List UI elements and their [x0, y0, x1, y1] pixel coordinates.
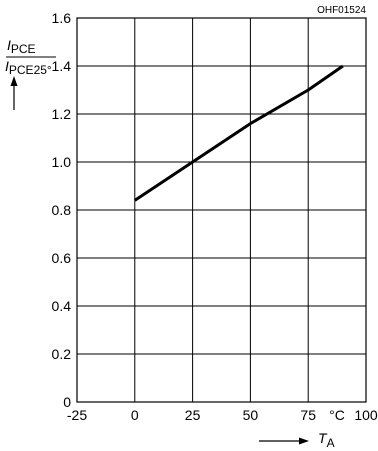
y-axis-label: IPCE IPCE25°	[5, 37, 56, 110]
y-axis-arrow-head	[10, 76, 18, 86]
y-tick-labels: 0 0.2 0.4 0.6 0.8 1.0 1.2 1.4 1.6	[52, 10, 72, 410]
x-label-subscript: A	[327, 436, 335, 450]
series-line	[133, 64, 344, 202]
y-tick-label: 1.2	[52, 106, 72, 122]
x-axis-unit: °C	[329, 407, 345, 423]
x-tick-labels: -25 0 25 50 75 100	[67, 407, 378, 423]
y-tick-label: 1.4	[52, 58, 72, 74]
y-label-den-symbol: I	[5, 58, 9, 74]
y-tick-label: 0.8	[52, 202, 72, 218]
y-tick-label: 1.6	[52, 10, 72, 26]
x-tick-label: 25	[185, 407, 201, 423]
x-label-symbol: T	[318, 430, 328, 446]
y-label-num-symbol: I	[7, 37, 11, 53]
y-tick-label: 0.6	[52, 250, 72, 266]
y-tick-label: 0.4	[52, 298, 72, 314]
x-tick-label: 0	[131, 407, 139, 423]
x-axis-label: TA	[259, 430, 335, 450]
svg-text:TA: TA	[318, 430, 335, 450]
figure-code: OHF01524	[317, 5, 366, 16]
series-layer	[133, 64, 344, 202]
x-tick-label: 100	[354, 407, 378, 423]
y-tick-label: 1.0	[52, 154, 72, 170]
y-label-num-subscript: PCE	[11, 42, 36, 56]
grid-lines	[77, 18, 366, 402]
x-axis-arrow-head	[299, 437, 309, 445]
x-tick-label: 50	[243, 407, 259, 423]
x-tick-label: -25	[67, 407, 87, 423]
y-tick-label: 0.2	[52, 346, 72, 362]
svg-text:IPCE: IPCE	[7, 37, 36, 56]
svg-text:IPCE25°: IPCE25°	[5, 58, 52, 77]
y-label-den-subscript: PCE25°	[9, 63, 52, 77]
x-tick-label: 75	[300, 407, 316, 423]
plot-frame	[76, 17, 367, 403]
y-tick-label: 0	[63, 394, 71, 410]
